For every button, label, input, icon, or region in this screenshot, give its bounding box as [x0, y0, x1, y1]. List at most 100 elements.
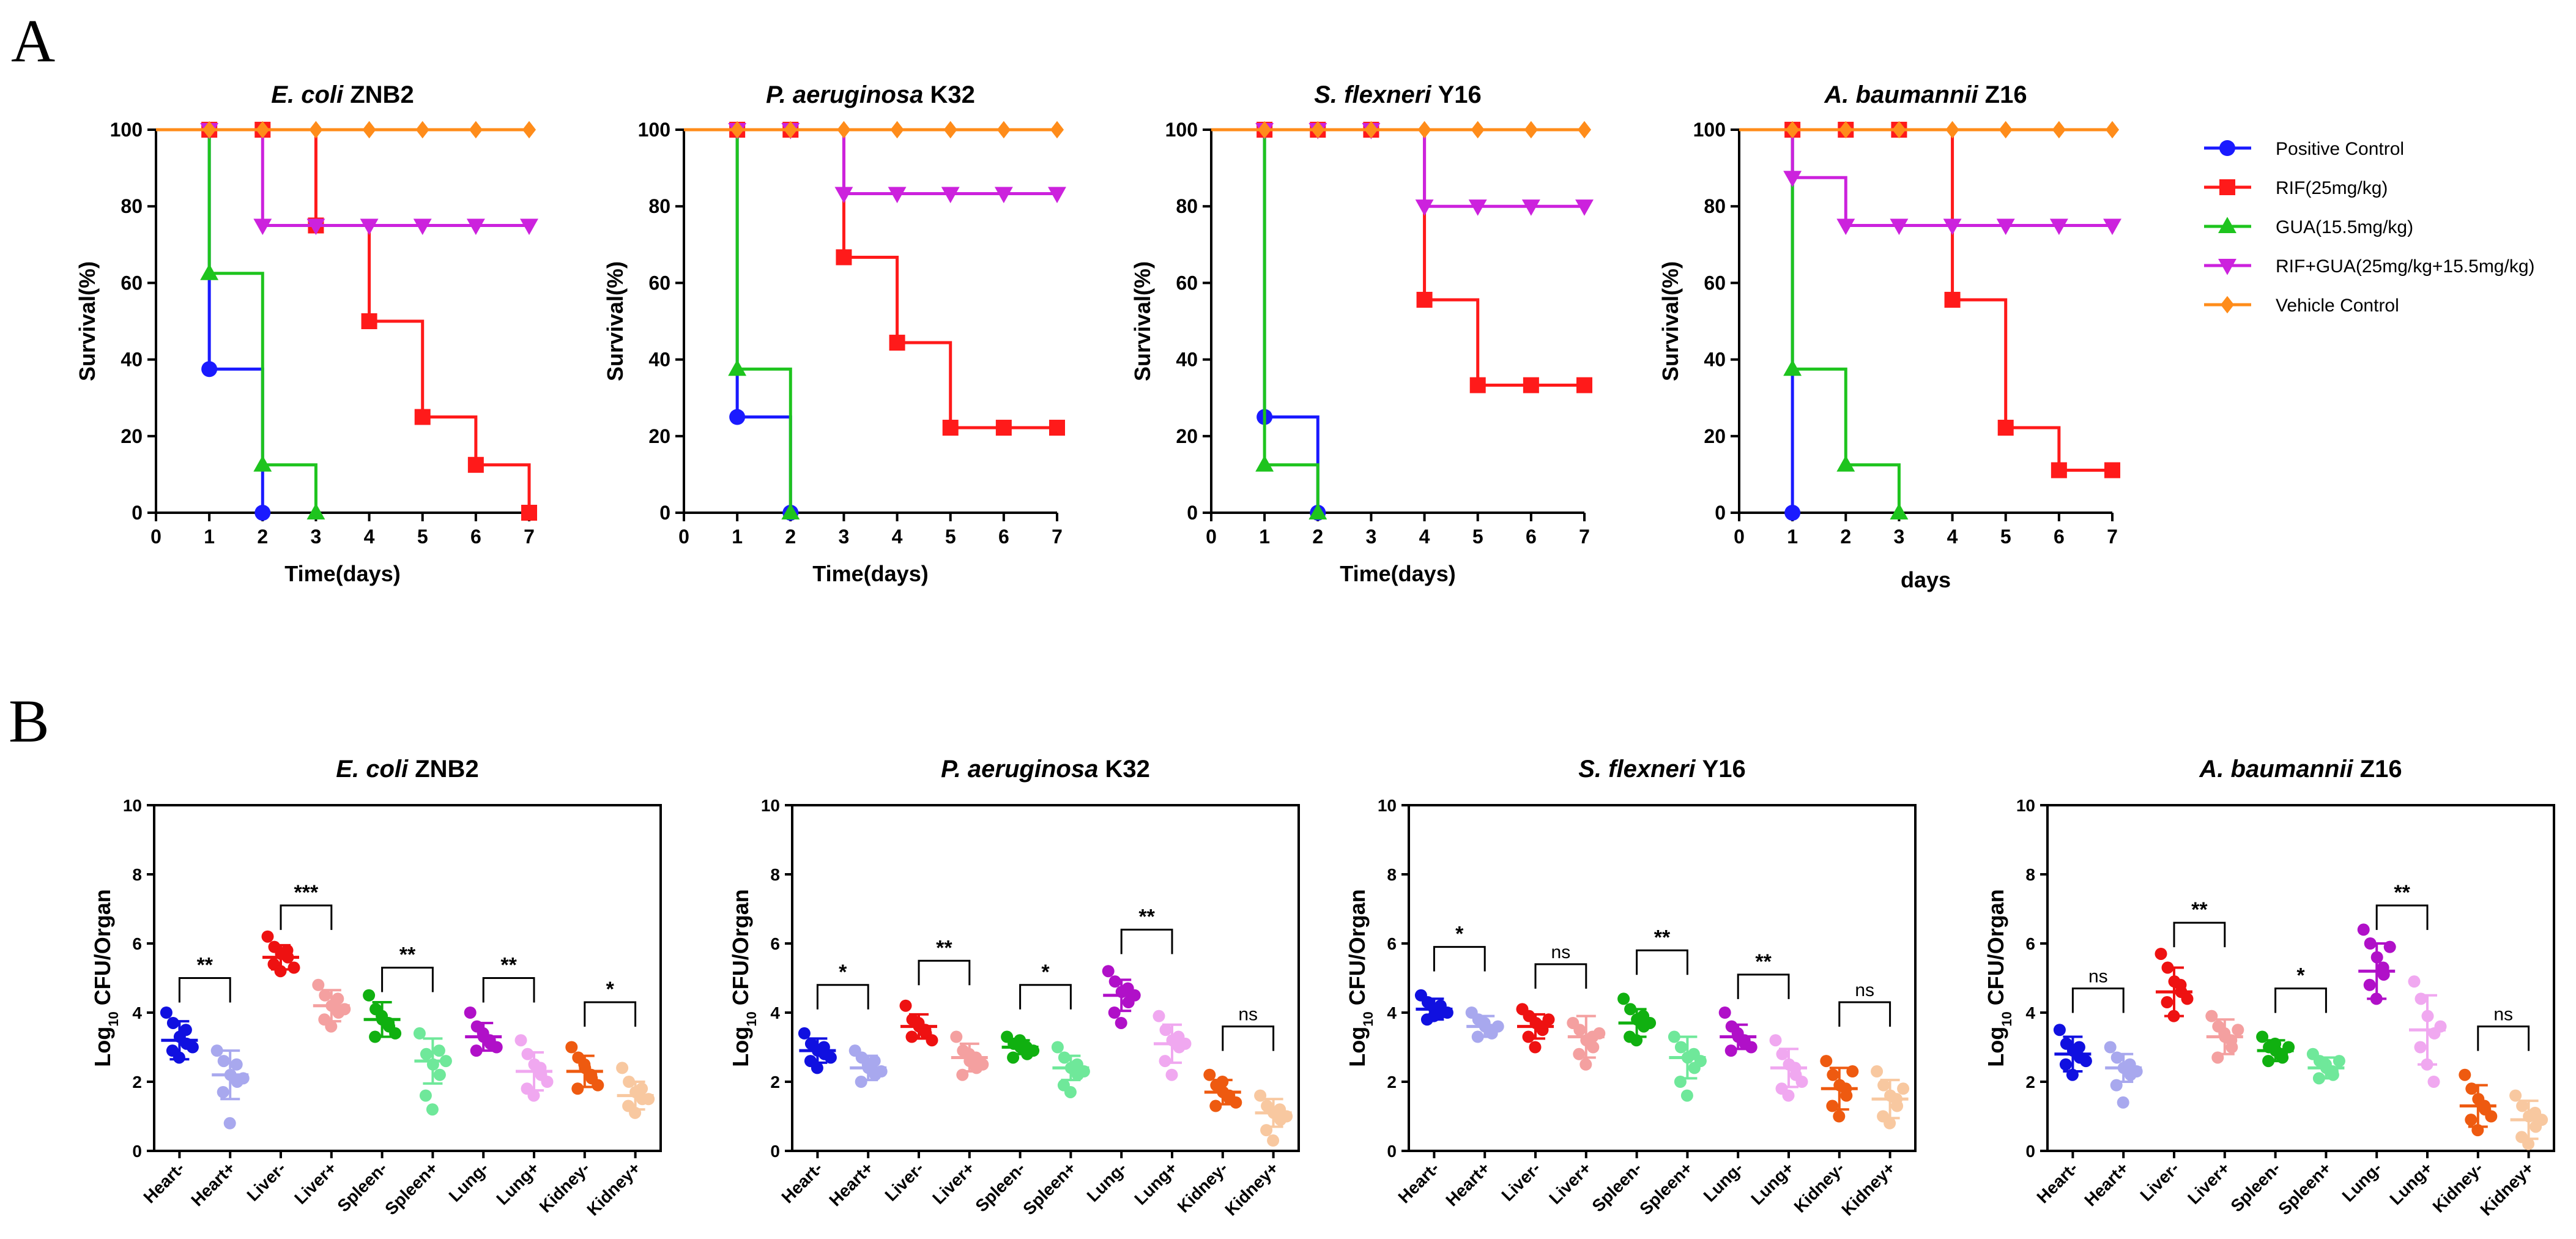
significance-label: ** [1138, 905, 1155, 928]
chart-title-strain: Y16 [1438, 81, 1482, 108]
data-point [1996, 218, 2015, 236]
x-tick-label: 0 [678, 526, 689, 548]
data-point [728, 359, 747, 376]
significance-bracket [178, 977, 231, 1003]
data-point [837, 121, 851, 139]
chart-title: E. coli ZNB2 [271, 81, 414, 108]
y-tick-label: 40 [1704, 349, 1726, 371]
y-tick-label: 6 [770, 934, 780, 953]
y-axis-label: Log10 CFU/Organ [1983, 889, 2014, 1066]
data-point [1836, 455, 1855, 472]
series-line-4 [156, 128, 529, 227]
x-tick-label: Spleen+ [1636, 1158, 1696, 1218]
data-point [824, 1051, 837, 1064]
data-point [1782, 1089, 1795, 1102]
y-tick-label: 0 [770, 1142, 780, 1161]
x-tick-label: Kidney+ [583, 1158, 644, 1219]
data-point [520, 218, 538, 236]
data-point [1575, 199, 1594, 216]
y-label-rest: CFU/Organ [90, 889, 115, 1011]
x-tick-label: 2 [785, 526, 796, 548]
data-point [994, 187, 1013, 204]
significance-label: ** [936, 936, 952, 959]
legend-item-5: Vehicle Control [2204, 296, 2399, 316]
y-tick-label: 60 [121, 272, 143, 294]
data-point [274, 965, 287, 978]
data-point [1058, 1051, 1071, 1064]
x-tick-label: Liver+ [2184, 1158, 2233, 1208]
data-point [179, 1024, 192, 1036]
data-point [1783, 359, 1802, 376]
x-tick-label: Lung- [1083, 1158, 1130, 1205]
data-point [2465, 1114, 2478, 1126]
data-point [1258, 121, 1272, 139]
significance-bracket [2375, 904, 2429, 930]
series-line-4 [684, 128, 1057, 196]
x-tick-label: Heart+ [825, 1158, 877, 1210]
plot-frame [791, 804, 1300, 1152]
significance-label: ** [1654, 926, 1671, 949]
data-point [362, 121, 376, 139]
data-point [2103, 218, 2121, 236]
x-tick-label: 5 [945, 526, 956, 548]
legend-item-1: Positive Control [2204, 139, 2404, 159]
y-tick-label: 20 [648, 425, 670, 447]
data-point [254, 505, 271, 521]
data-point [1892, 121, 1906, 139]
x-tick-label: 2 [1312, 526, 1323, 548]
x-tick-label: Kidney+ [2476, 1158, 2537, 1219]
x-tick-label: 6 [2054, 526, 2065, 548]
x-tick-label: 4 [364, 526, 375, 548]
data-point [521, 505, 537, 521]
data-point [1577, 121, 1592, 139]
chart-title: A. baumannii Z16 [1824, 81, 2027, 108]
x-tick-label: 3 [1894, 526, 1905, 548]
data-point [1890, 218, 1909, 236]
data-point [1573, 1024, 1586, 1036]
y-axis-label: Survival(%) [1658, 261, 1683, 381]
data-point [186, 1041, 199, 1054]
series-line-3 [684, 128, 792, 513]
y-tick-label: 0 [132, 1142, 142, 1161]
chart-title-species: A. baumannii [2199, 756, 2359, 783]
data-point [1871, 1065, 1884, 1078]
data-point [201, 361, 218, 378]
y-tick-label: 80 [1704, 195, 1726, 217]
data-point [1576, 377, 1592, 393]
y-tick-label: 2 [1387, 1073, 1397, 1092]
data-point [166, 1016, 179, 1029]
x-tick-label: Lung+ [492, 1158, 543, 1208]
y-tick-label: 20 [121, 425, 143, 447]
x-tick-label: Heart+ [1442, 1158, 1493, 1210]
x-tick-label: Heart+ [2080, 1158, 2132, 1210]
y-tick-label: 0 [1387, 1142, 1397, 1161]
chart-title-species: P. aeruginosa [766, 81, 930, 108]
data-point [414, 409, 431, 425]
data-point [730, 121, 744, 139]
data-point [2256, 1030, 2269, 1043]
significance-label: *** [294, 881, 319, 904]
x-tick-label: Liver- [1498, 1158, 1544, 1205]
data-point [1579, 1058, 1592, 1071]
significance-label: ** [399, 943, 416, 967]
data-point [889, 335, 905, 351]
y-tick-label: 8 [770, 865, 780, 884]
data-point [926, 1034, 938, 1047]
chart-title-strain: Z16 [2360, 756, 2402, 783]
data-point [2383, 940, 2396, 953]
data-point [1049, 420, 1065, 436]
data-point [1416, 291, 1433, 308]
chart-title-species: E. coli [336, 756, 415, 783]
y-tick-label: 8 [132, 865, 142, 884]
data-point [413, 1027, 426, 1040]
x-tick-label: Heart- [140, 1158, 188, 1207]
data-point [1674, 1041, 1687, 1054]
y-tick-label: 60 [1704, 272, 1726, 294]
chart-title-strain: Y16 [1702, 756, 1746, 783]
data-point [1846, 1065, 1859, 1078]
significance-label: * [1041, 961, 1050, 984]
y-tick-label: 100 [110, 119, 143, 141]
data-point [1890, 503, 1909, 520]
